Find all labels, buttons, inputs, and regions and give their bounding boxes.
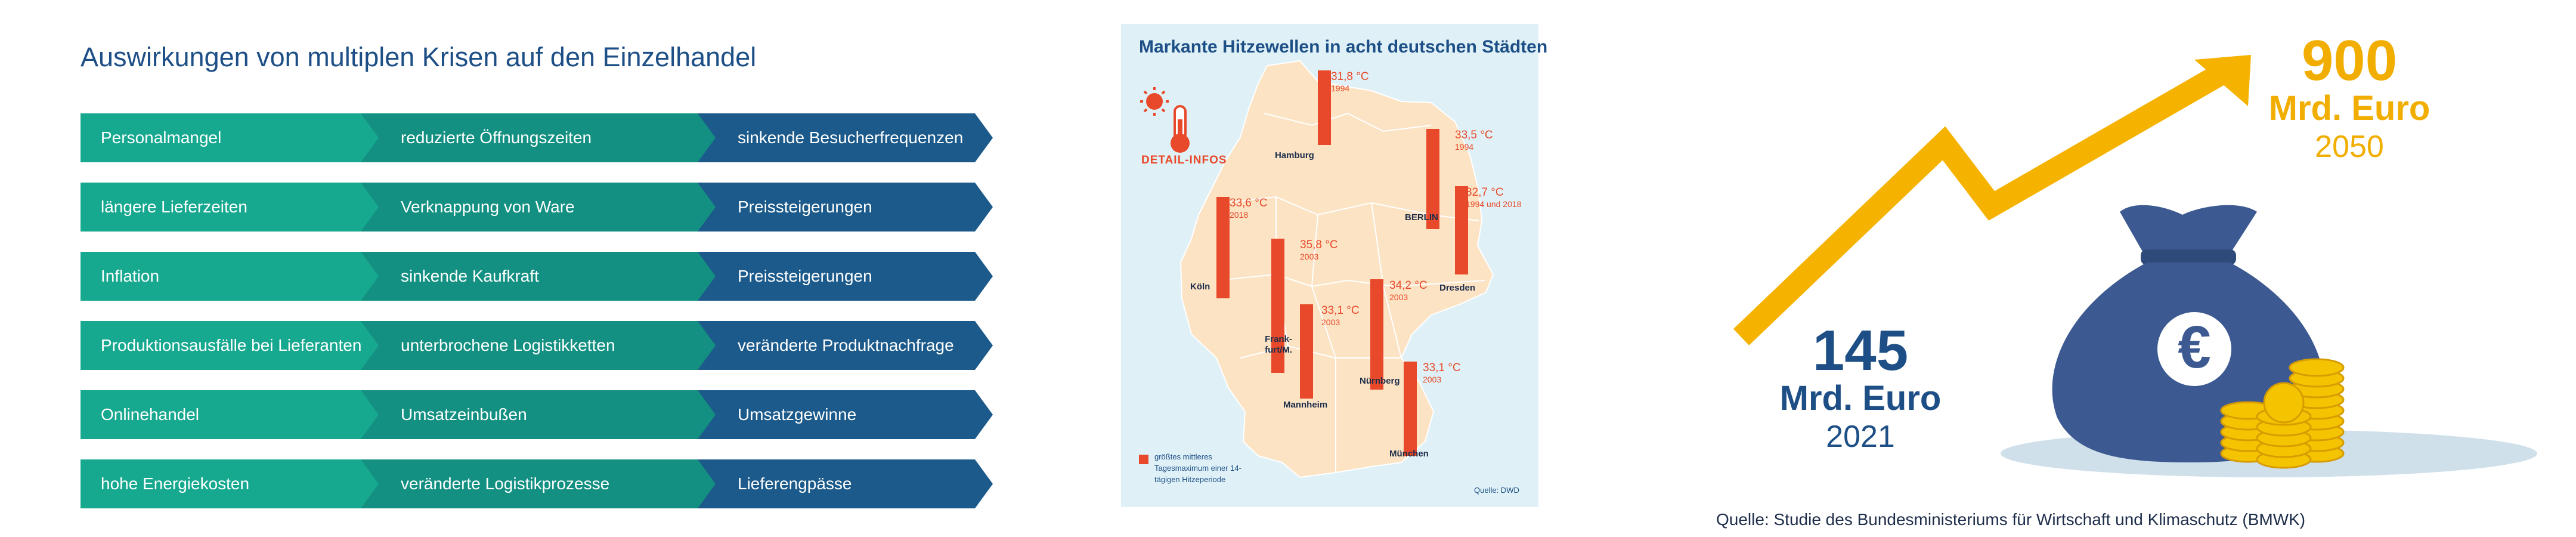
value-2021-year: 2021 (1826, 419, 1895, 454)
map-source: Quelle: DWD (1474, 486, 1519, 495)
heat-year: 1994 und 2018 (1466, 199, 1522, 209)
heat-bar-label: 31,8 °C 1994 (1331, 70, 1369, 93)
city-label: Köln (1190, 282, 1210, 292)
sun-thermometer-icon (1140, 87, 1190, 153)
heat-bar-label: 33,6 °C 2018 (1230, 197, 1268, 220)
value-2021: 145 Mrd. Euro 2021 (1753, 321, 1968, 457)
heat-year: 2003 (1423, 375, 1442, 384)
heat-year: 2003 (1300, 252, 1319, 261)
crisis-row: Produktionsausfälle bei Lieferanten unter… (80, 321, 993, 370)
value-2021-unit: Mrd. Euro (1779, 379, 1942, 418)
crisis-consequence-arrow: Lieferengpässe (695, 459, 993, 508)
heat-bar-label: 35,8 °C 2003 (1300, 239, 1338, 261)
crisis-effect-arrow: sinkende Kaufkraft (358, 252, 716, 301)
crisis-effect-arrow: Verknappung von Ware (358, 183, 716, 232)
heat-bar (1216, 197, 1230, 298)
heat-temp: 33,6 °C (1230, 197, 1268, 209)
crisis-consequence-arrow: veränderte Produktnachfrage (695, 321, 993, 370)
crisis-consequence-arrow: Umsatzgewinne (695, 390, 993, 439)
city-label: Frank- furt/M. (1265, 334, 1292, 355)
crisis-row: Onlinehandel Umsatzeinbußen Umsatzgewinne (80, 390, 993, 439)
city-label: Nürnberg (1360, 376, 1400, 386)
heat-year: 1994 (1331, 84, 1350, 93)
city-label: BERLIN (1405, 212, 1438, 223)
heat-temp: 33,1 °C (1321, 304, 1360, 317)
legend-swatch (1139, 455, 1148, 464)
crisis-cause-arrow: Inflation (80, 252, 379, 301)
legend-text: größtes mittleres Tagesmaximum einer 14-… (1154, 452, 1241, 484)
heat-bar (1455, 186, 1468, 274)
heat-bar-label: 33,1 °C 2003 (1423, 362, 1461, 384)
heat-year: 1994 (1455, 142, 1474, 152)
crisis-consequence-arrow: sinkende Besucherfrequenzen (695, 113, 993, 162)
growth-source: Quelle: Studie des Bundesministeriums fü… (1716, 510, 2306, 529)
heatwave-map-panel: Markante Hitzewellen in acht deutschen S… (1121, 24, 1547, 507)
heat-temp: 32,7 °C (1466, 186, 1504, 199)
crisis-cause-arrow: Onlinehandel (80, 390, 379, 439)
crisis-effect-arrow: unterbrochene Logistikketten (358, 321, 716, 370)
heat-temp: 31,8 °C (1331, 70, 1369, 83)
heatwave-title: Markante Hitzewellen in acht deutschen S… (1139, 37, 1548, 57)
value-2021-number: 145 (1812, 319, 1909, 382)
city-label: Mannheim (1283, 400, 1328, 410)
crisis-cause-arrow: Personalmangel (80, 113, 379, 162)
heat-year: 2003 (1321, 317, 1340, 327)
crisis-row: längere Lieferzeiten Verknappung von Ware… (80, 183, 993, 232)
detail-infos-label: DETAIL-INFOS (1141, 154, 1227, 166)
heat-bar (1404, 362, 1417, 456)
crisis-title: Auswirkungen von multiplen Krisen auf de… (80, 42, 757, 72)
crisis-cause-arrow: längere Lieferzeiten (80, 183, 379, 232)
heat-bar (1426, 129, 1439, 229)
growth-arrow-head (2194, 55, 2251, 106)
heat-bar (1318, 70, 1331, 145)
crisis-effect-arrow: veränderte Logistikprozesse (358, 459, 716, 508)
crisis-row: Inflation sinkende Kaufkraft Preissteigeru… (80, 252, 993, 301)
heat-year: 2018 (1230, 210, 1249, 220)
heat-temp: 35,8 °C (1300, 239, 1338, 251)
crisis-effect-arrow: Umsatzeinbußen (358, 390, 716, 439)
value-2050-number: 900 (2301, 29, 2398, 92)
heat-bar-label: 34,2 °C 2003 (1389, 279, 1428, 302)
growth-arrow (1733, 57, 2239, 345)
city-label: Dresden (1439, 283, 1476, 293)
value-2050-unit: Mrd. Euro (2268, 89, 2431, 128)
crisis-cause-arrow: hohe Energiekosten (80, 459, 379, 508)
coin-stack-icon (2220, 358, 2345, 469)
value-2050-year: 2050 (2315, 129, 2384, 164)
heat-temp: 33,1 °C (1423, 362, 1461, 374)
heat-bar (1300, 304, 1313, 399)
heat-temp: 34,2 °C (1389, 279, 1428, 292)
heat-temp: 33,5 °C (1455, 129, 1493, 141)
crisis-row: Personalmangel reduzierte Öffnungszeiten s… (80, 113, 993, 162)
heat-bar (1271, 239, 1284, 373)
heat-bar-label: 33,5 °C 1994 (1455, 129, 1493, 152)
crisis-consequence-arrow: Preissteigerungen (695, 183, 993, 232)
heat-year: 2003 (1389, 292, 1408, 302)
value-2050: 900 Mrd. Euro 2050 (2254, 31, 2445, 167)
heat-bar (1370, 279, 1383, 390)
city-label: München (1389, 449, 1429, 459)
city-label: Hamburg (1275, 150, 1314, 161)
euro-symbol: € (2178, 314, 2211, 381)
heat-bar-label: 32,7 °C 1994 und 2018 (1466, 186, 1521, 209)
heat-bar-label: 33,1 °C 2003 (1321, 304, 1360, 327)
crisis-effect-arrow: reduzierte Öffnungszeiten (358, 113, 716, 162)
crisis-cause-arrow: Produktionsausfälle bei Lieferanten (80, 321, 379, 370)
crisis-consequence-arrow: Preissteigerungen (695, 252, 993, 301)
crisis-row: hohe Energiekosten veränderte Logistikpro… (80, 459, 993, 508)
